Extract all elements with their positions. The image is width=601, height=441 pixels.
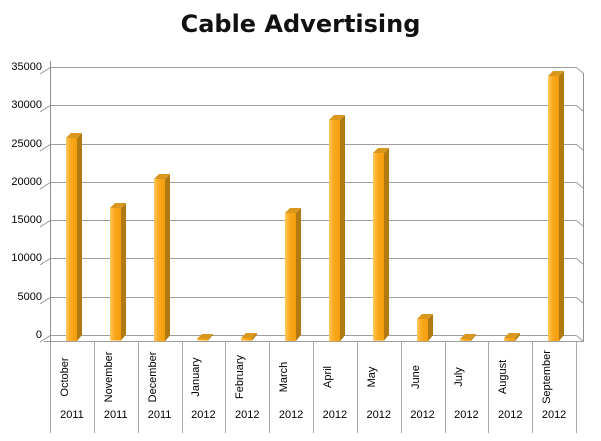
bar-august-2012 bbox=[504, 332, 520, 341]
bar-side-face bbox=[77, 133, 82, 341]
bar-front-face bbox=[548, 75, 559, 341]
bar-top-face bbox=[66, 133, 82, 138]
bar-july-2012 bbox=[460, 334, 476, 341]
bar-january-2012 bbox=[197, 334, 213, 341]
category-separator bbox=[137, 342, 139, 433]
gridline bbox=[50, 258, 576, 260]
right-wall-edge bbox=[583, 72, 584, 341]
bar-front-face bbox=[417, 318, 428, 341]
bar-top-face bbox=[241, 333, 257, 339]
category-separator bbox=[50, 342, 51, 433]
y-axis-label: 25000 bbox=[11, 137, 42, 150]
bar-top-face bbox=[110, 203, 126, 209]
category-separator bbox=[313, 342, 314, 433]
bar-side-face bbox=[559, 70, 564, 341]
bar-side-face bbox=[121, 203, 126, 341]
category-year-label: 2011 bbox=[103, 409, 128, 421]
category-year-label: 2012 bbox=[498, 409, 523, 421]
bar-top-face bbox=[417, 313, 433, 319]
category-year-label: 2011 bbox=[147, 409, 172, 421]
bar-side-face bbox=[428, 313, 433, 341]
bar-side-face bbox=[252, 333, 257, 341]
floor-front-line bbox=[44, 341, 583, 342]
bar-april-2012 bbox=[329, 114, 345, 341]
bar-side-face bbox=[471, 334, 476, 341]
bar-october-2011 bbox=[66, 133, 82, 341]
gridline bbox=[50, 66, 576, 68]
bar-may-2012 bbox=[373, 148, 389, 341]
bar-side-face bbox=[340, 114, 345, 341]
gridline bbox=[50, 296, 576, 298]
chart-title: Cable Advertising bbox=[180, 10, 421, 38]
bar-march-2012 bbox=[285, 208, 301, 341]
bar-top-face bbox=[154, 173, 170, 179]
bar-top-face bbox=[504, 332, 520, 338]
category-year-label: 2012 bbox=[366, 409, 391, 421]
category-separator bbox=[444, 342, 446, 433]
category-separator bbox=[181, 342, 183, 433]
bar-february-2012 bbox=[241, 333, 257, 341]
bar-june-2012 bbox=[417, 313, 433, 341]
category-year-label: 2011 bbox=[60, 409, 84, 421]
y-axis-label: 20000 bbox=[11, 175, 42, 188]
category-separator bbox=[225, 342, 227, 433]
bar-front-face bbox=[329, 119, 340, 341]
bar-side-face bbox=[165, 173, 170, 341]
category-year-label: 2012 bbox=[410, 409, 435, 421]
category-separator bbox=[93, 342, 95, 433]
bar-top-face bbox=[197, 334, 213, 340]
bar-front-face bbox=[154, 178, 165, 341]
category-year-label: 2012 bbox=[454, 409, 479, 421]
category-separator bbox=[576, 342, 577, 433]
bar-top-face bbox=[285, 208, 301, 214]
gridline bbox=[50, 335, 576, 336]
category-separator bbox=[532, 342, 534, 433]
bar-november-2011 bbox=[110, 203, 126, 341]
bar-september-2012 bbox=[548, 70, 564, 341]
bar-front-face bbox=[197, 339, 208, 341]
y-axis-label: 35000 bbox=[11, 60, 42, 73]
bar-front-face bbox=[373, 153, 384, 341]
bar-front-face bbox=[285, 213, 296, 341]
category-year-label: 2012 bbox=[541, 409, 567, 421]
bar-front-face bbox=[460, 339, 471, 341]
bar-front-face bbox=[66, 138, 77, 341]
bar-top-face bbox=[548, 70, 564, 76]
bar-top-face bbox=[460, 334, 476, 340]
category-separator bbox=[269, 342, 271, 433]
y-axis-label: 10000 bbox=[11, 252, 42, 265]
bar-side-face bbox=[296, 208, 301, 341]
category-year-label: 2012 bbox=[278, 409, 304, 421]
bar-top-face bbox=[329, 114, 345, 120]
gridline bbox=[50, 143, 576, 145]
category-separator bbox=[488, 342, 490, 433]
bar-side-face bbox=[208, 334, 213, 341]
bar-front-face bbox=[241, 338, 252, 341]
gridline bbox=[50, 220, 576, 222]
category-year-label: 2012 bbox=[191, 409, 216, 421]
y-axis-line bbox=[50, 60, 51, 341]
y-axis-label: 15000 bbox=[11, 214, 42, 227]
bar-december-2011 bbox=[154, 173, 170, 341]
bar-front-face bbox=[110, 208, 121, 341]
category-year-label: 2012 bbox=[235, 409, 260, 421]
category-year-label: 2012 bbox=[322, 409, 348, 421]
category-separator bbox=[400, 342, 402, 433]
y-axis-label: 30000 bbox=[11, 99, 42, 112]
bar-side-face bbox=[515, 332, 520, 341]
y-axis-label: 0 bbox=[35, 329, 42, 341]
bar-top-face bbox=[373, 148, 389, 154]
gridline bbox=[50, 105, 576, 107]
y-axis-label: 5000 bbox=[17, 290, 42, 303]
category-separator bbox=[356, 342, 358, 433]
bar-front-face bbox=[504, 337, 515, 341]
bar-side-face bbox=[384, 148, 389, 341]
gridline bbox=[50, 181, 576, 183]
